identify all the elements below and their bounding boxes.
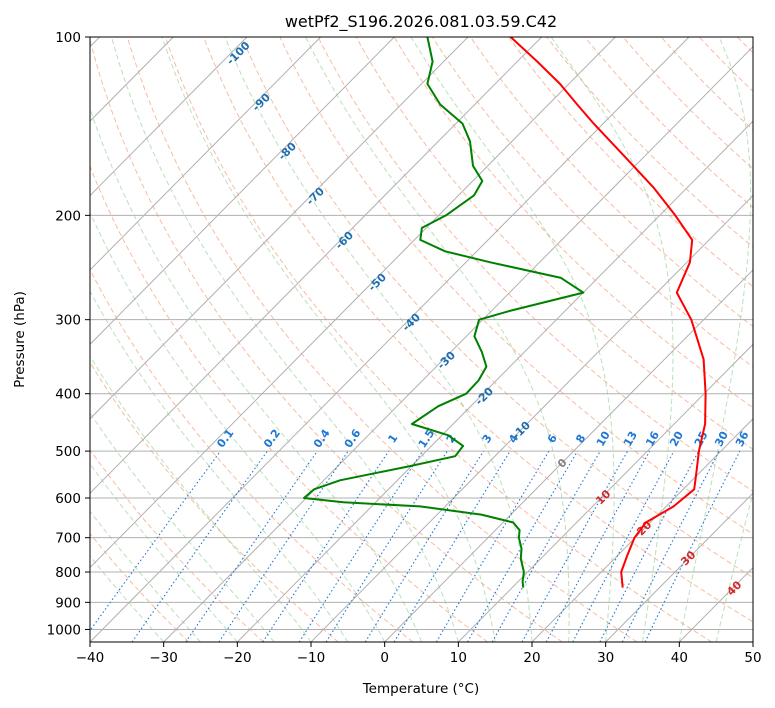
isotherm [310,194,753,642]
dry-adiabat [90,268,414,642]
moist-adiabat [410,37,615,642]
y-tick-label: 700 [55,531,81,547]
mixing-ratio-line [393,450,511,642]
x-tick-label: 0 [380,650,389,666]
moist-adiabat [224,37,533,642]
mixing-ratio-line [521,450,629,642]
plot-frame [89,36,754,643]
mixing-ratio-line [90,450,221,632]
isotherm [90,37,395,346]
dry-adiabat [90,361,339,642]
dry-adiabat [508,37,753,288]
x-tick-label: 50 [744,650,761,666]
dry-adiabat [165,37,712,642]
y-tick-label: 300 [55,313,81,329]
x-tick-label: −40 [76,650,105,666]
moist-adiabat [90,355,312,642]
mixing-ratio-label: 30 [712,429,731,449]
x-axis-label: Temperature (°C) [362,681,480,697]
moist-adiabat [550,37,674,642]
x-tick-label: 20 [523,650,540,666]
mixing-ratio-line [644,450,741,642]
isotherm [163,46,753,642]
moist-adiabat [90,211,386,642]
isotherm [90,37,248,197]
chart-title: wetPf2_S196.2026.081.03.59.C42 [285,12,557,32]
mixing-ratio-line [435,450,550,642]
y-axis-label: Pressure (hPa) [12,291,28,388]
moist-adiabat [90,290,349,642]
dewpoint-profile [303,37,585,588]
dry-adiabat [584,37,753,209]
isotherm [90,37,616,569]
temperature-profile [510,37,707,588]
moist-adiabat [161,37,496,642]
x-tick-label: 40 [671,650,688,666]
mixing-ratio-line [467,450,578,642]
isotherm [457,343,753,642]
isotherm [90,37,690,642]
dry-adiabat [431,37,753,368]
y-tick-label: 100 [55,30,81,46]
y-tick-label: 500 [55,444,81,460]
mixing-ratio-label: 36 [733,429,752,449]
moist-adiabat [90,106,422,642]
background-lines [90,37,753,642]
dry-adiabat [317,37,753,493]
dry-adiabat [126,37,638,642]
mixing-ratio-line [185,450,318,642]
dry-adiabat [622,37,753,170]
dry-adiabat [90,164,488,642]
isotherm [384,269,753,642]
x-tick-label: −20 [223,650,252,666]
moist-adiabat [305,37,570,642]
dry-adiabat [90,532,190,642]
moist-adiabat [90,411,275,642]
dry-adiabat [241,37,753,579]
dry-adiabat [203,37,753,623]
y-tick-label: 200 [55,208,81,224]
mixing-ratio-line [325,450,448,642]
mixing-ratio-line [298,450,423,642]
isotherm [90,37,321,271]
isotherm [90,37,542,494]
profile-lines [303,37,707,588]
x-tick-label: 10 [450,650,467,666]
moist-adiabat [678,37,752,642]
x-axis: −40 −30 −20 −10 0 10 20 30 40 50 [76,642,762,666]
mixing-ratio-line [364,450,484,642]
mixing-ratio-line [491,450,601,642]
y-tick-label: 900 [55,595,81,611]
isotherm [531,418,753,642]
dry-adiabat [279,37,753,535]
y-tick-label: 600 [55,491,81,507]
mixing-ratio-line [131,450,268,642]
dry-adiabat [393,37,753,409]
isotherm [90,37,469,420]
y-axis: 100 200 300 400 500 600 700 800 900 1000 [47,30,90,638]
x-tick-label: −10 [297,650,326,666]
y-tick-label: 1000 [47,622,81,638]
x-tick-label: −30 [149,650,178,666]
mixing-ratio-line [545,450,651,642]
isotherm [236,120,753,642]
y-tick-label: 800 [55,565,81,581]
y-tick-label: 400 [55,387,81,403]
isotherm [605,492,753,642]
x-tick-label: 30 [597,650,614,666]
